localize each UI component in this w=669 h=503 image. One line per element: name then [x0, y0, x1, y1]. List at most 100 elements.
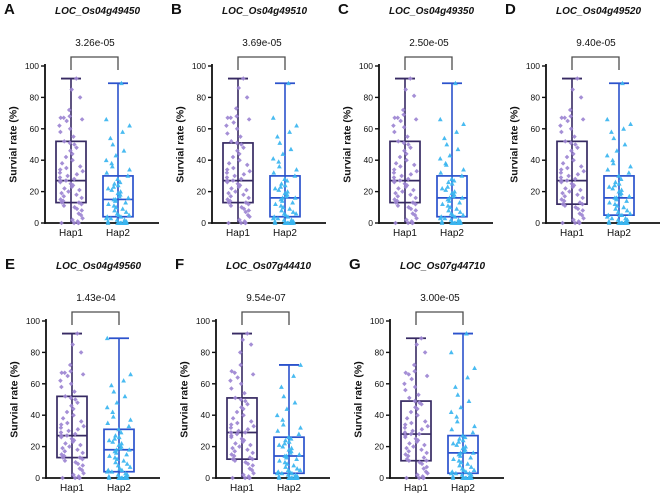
panel-label-b: B: [171, 1, 182, 18]
y-tick-label: 60: [375, 379, 385, 389]
gene-title-c: LOC_Os04g49350: [388, 6, 475, 17]
panel-label-e: E: [5, 256, 16, 273]
category-label-hap2: Hap2: [451, 483, 475, 494]
points-hap2: [604, 80, 633, 225]
panel-label-d: D: [505, 1, 516, 18]
panel-label-g: G: [349, 256, 361, 273]
panel-a: A LOC_Os04g49450 3.26e-05 Survial rate (…: [1, 2, 168, 248]
y-tick-label: 60: [364, 124, 374, 134]
y-tick-label: 20: [31, 442, 41, 452]
points-hap1: [58, 331, 87, 481]
box-hap2: [447, 332, 479, 478]
points-hap1: [57, 76, 86, 226]
y-tick-label: 80: [30, 92, 40, 102]
panel-label-f: F: [175, 256, 185, 273]
y-tick-label: 0: [535, 218, 540, 228]
y-tick-label: 100: [192, 61, 206, 71]
y-tick-label: 40: [375, 410, 385, 420]
y-tick-label: 0: [34, 218, 39, 228]
category-label-hap2: Hap2: [273, 228, 297, 239]
y-tick-label: 100: [359, 61, 373, 71]
panel-d: D LOC_Os04g49520 9.40e-05 Survial rate (…: [502, 2, 669, 248]
category-label-hap2: Hap2: [106, 228, 130, 239]
category-label-hap1: Hap1: [404, 483, 428, 494]
y-tick-label: 100: [370, 316, 384, 326]
gene-title-a: LOC_Os04g49450: [54, 6, 141, 17]
y-tick-label: 100: [526, 61, 540, 71]
y-tick-label: 60: [197, 124, 207, 134]
y-tick-label: 60: [201, 379, 211, 389]
panel-label-c: C: [338, 1, 349, 18]
y-tick-label: 80: [201, 347, 211, 357]
y-tick-label: 0: [368, 218, 373, 228]
category-label-hap1: Hap1: [560, 228, 584, 239]
p-value-d: 9.40e-05: [576, 38, 616, 49]
points-hap2: [104, 335, 133, 480]
y-tick-label: 80: [531, 92, 541, 102]
category-label-hap1: Hap1: [60, 483, 84, 494]
category-label-hap2: Hap2: [607, 228, 631, 239]
y-tick-label: 20: [30, 187, 40, 197]
panel-label-a: A: [4, 1, 15, 18]
category-label-hap2: Hap2: [277, 483, 301, 494]
y-tick-label: 40: [197, 155, 207, 165]
box-hap2: [436, 82, 468, 223]
points-hap2: [270, 80, 299, 225]
y-tick-label: 0: [201, 218, 206, 228]
significance-bracket: [571, 56, 620, 70]
y-tick-label: 60: [531, 124, 541, 134]
y-tick-label: 40: [201, 410, 211, 420]
significance-bracket: [71, 311, 120, 325]
category-label-hap2: Hap2: [440, 228, 464, 239]
significance-bracket: [70, 56, 119, 70]
y-tick-label: 40: [30, 155, 40, 165]
p-value-c: 2.50e-05: [409, 38, 449, 49]
gene-title-e: LOC_Os04g49560: [55, 261, 142, 272]
y-tick-label: 0: [35, 473, 40, 483]
panel-b: B LOC_Os04g49510 3.69e-05 Survial rate (…: [168, 2, 335, 248]
box-hap2: [269, 82, 301, 223]
y-tick-label: 100: [196, 316, 210, 326]
y-tick-label: 60: [30, 124, 40, 134]
gene-title-d: LOC_Os04g49520: [555, 6, 642, 17]
y-tick-label: 0: [205, 473, 210, 483]
p-value-g: 3.00e-05: [420, 293, 460, 304]
p-value-a: 3.26e-05: [75, 38, 115, 49]
significance-bracket: [415, 311, 464, 325]
y-tick-label: 40: [31, 410, 41, 420]
y-tick-label: 0: [379, 473, 384, 483]
y-tick-label: 100: [26, 316, 40, 326]
gene-title-g: LOC_Os07g44710: [399, 261, 486, 272]
y-tick-label: 20: [364, 187, 374, 197]
y-tick-label: 80: [375, 347, 385, 357]
boxplot-d: 0 20 40 60 80 100 Hap1 Hap2: [526, 56, 660, 239]
gene-title-f: LOC_Os07g44410: [225, 261, 312, 272]
y-tick-label: 20: [375, 442, 385, 452]
y-tick-label: 20: [197, 187, 207, 197]
category-label-hap1: Hap1: [226, 228, 250, 239]
points-hap2: [448, 331, 477, 480]
y-tick-label: 80: [364, 92, 374, 102]
y-tick-label: 20: [201, 442, 211, 452]
p-value-e: 1.43e-04: [76, 293, 116, 304]
boxplot-g: 0 20 40 60 80 100 Hap1 Hap2: [370, 311, 504, 494]
significance-bracket: [237, 56, 286, 70]
p-value-b: 3.69e-05: [242, 38, 282, 49]
y-tick-label: 20: [531, 187, 541, 197]
panel-g: G LOC_Os07g44710 3.00e-05 Survial rate (…: [346, 257, 513, 503]
points-hap2: [437, 80, 466, 225]
panel-e: E LOC_Os04g49560 1.43e-04 Survial rate (…: [2, 257, 169, 503]
y-tick-label: 80: [31, 347, 41, 357]
category-label-hap1: Hap1: [59, 228, 83, 239]
y-tick-label: 40: [364, 155, 374, 165]
points-hap2: [103, 80, 132, 225]
category-label-hap1: Hap1: [393, 228, 417, 239]
significance-bracket: [241, 311, 290, 325]
boxplot-f: 0 20 40 60 80 100 Hap1 Hap2: [196, 311, 330, 494]
p-value-f: 9.54e-07: [246, 293, 286, 304]
boxplot-c: 0 20 40 60 80 100 Hap1 Hap2: [359, 56, 493, 239]
y-tick-label: 40: [531, 155, 541, 165]
y-tick-label: 60: [31, 379, 41, 389]
gene-title-b: LOC_Os04g49510: [221, 6, 308, 17]
